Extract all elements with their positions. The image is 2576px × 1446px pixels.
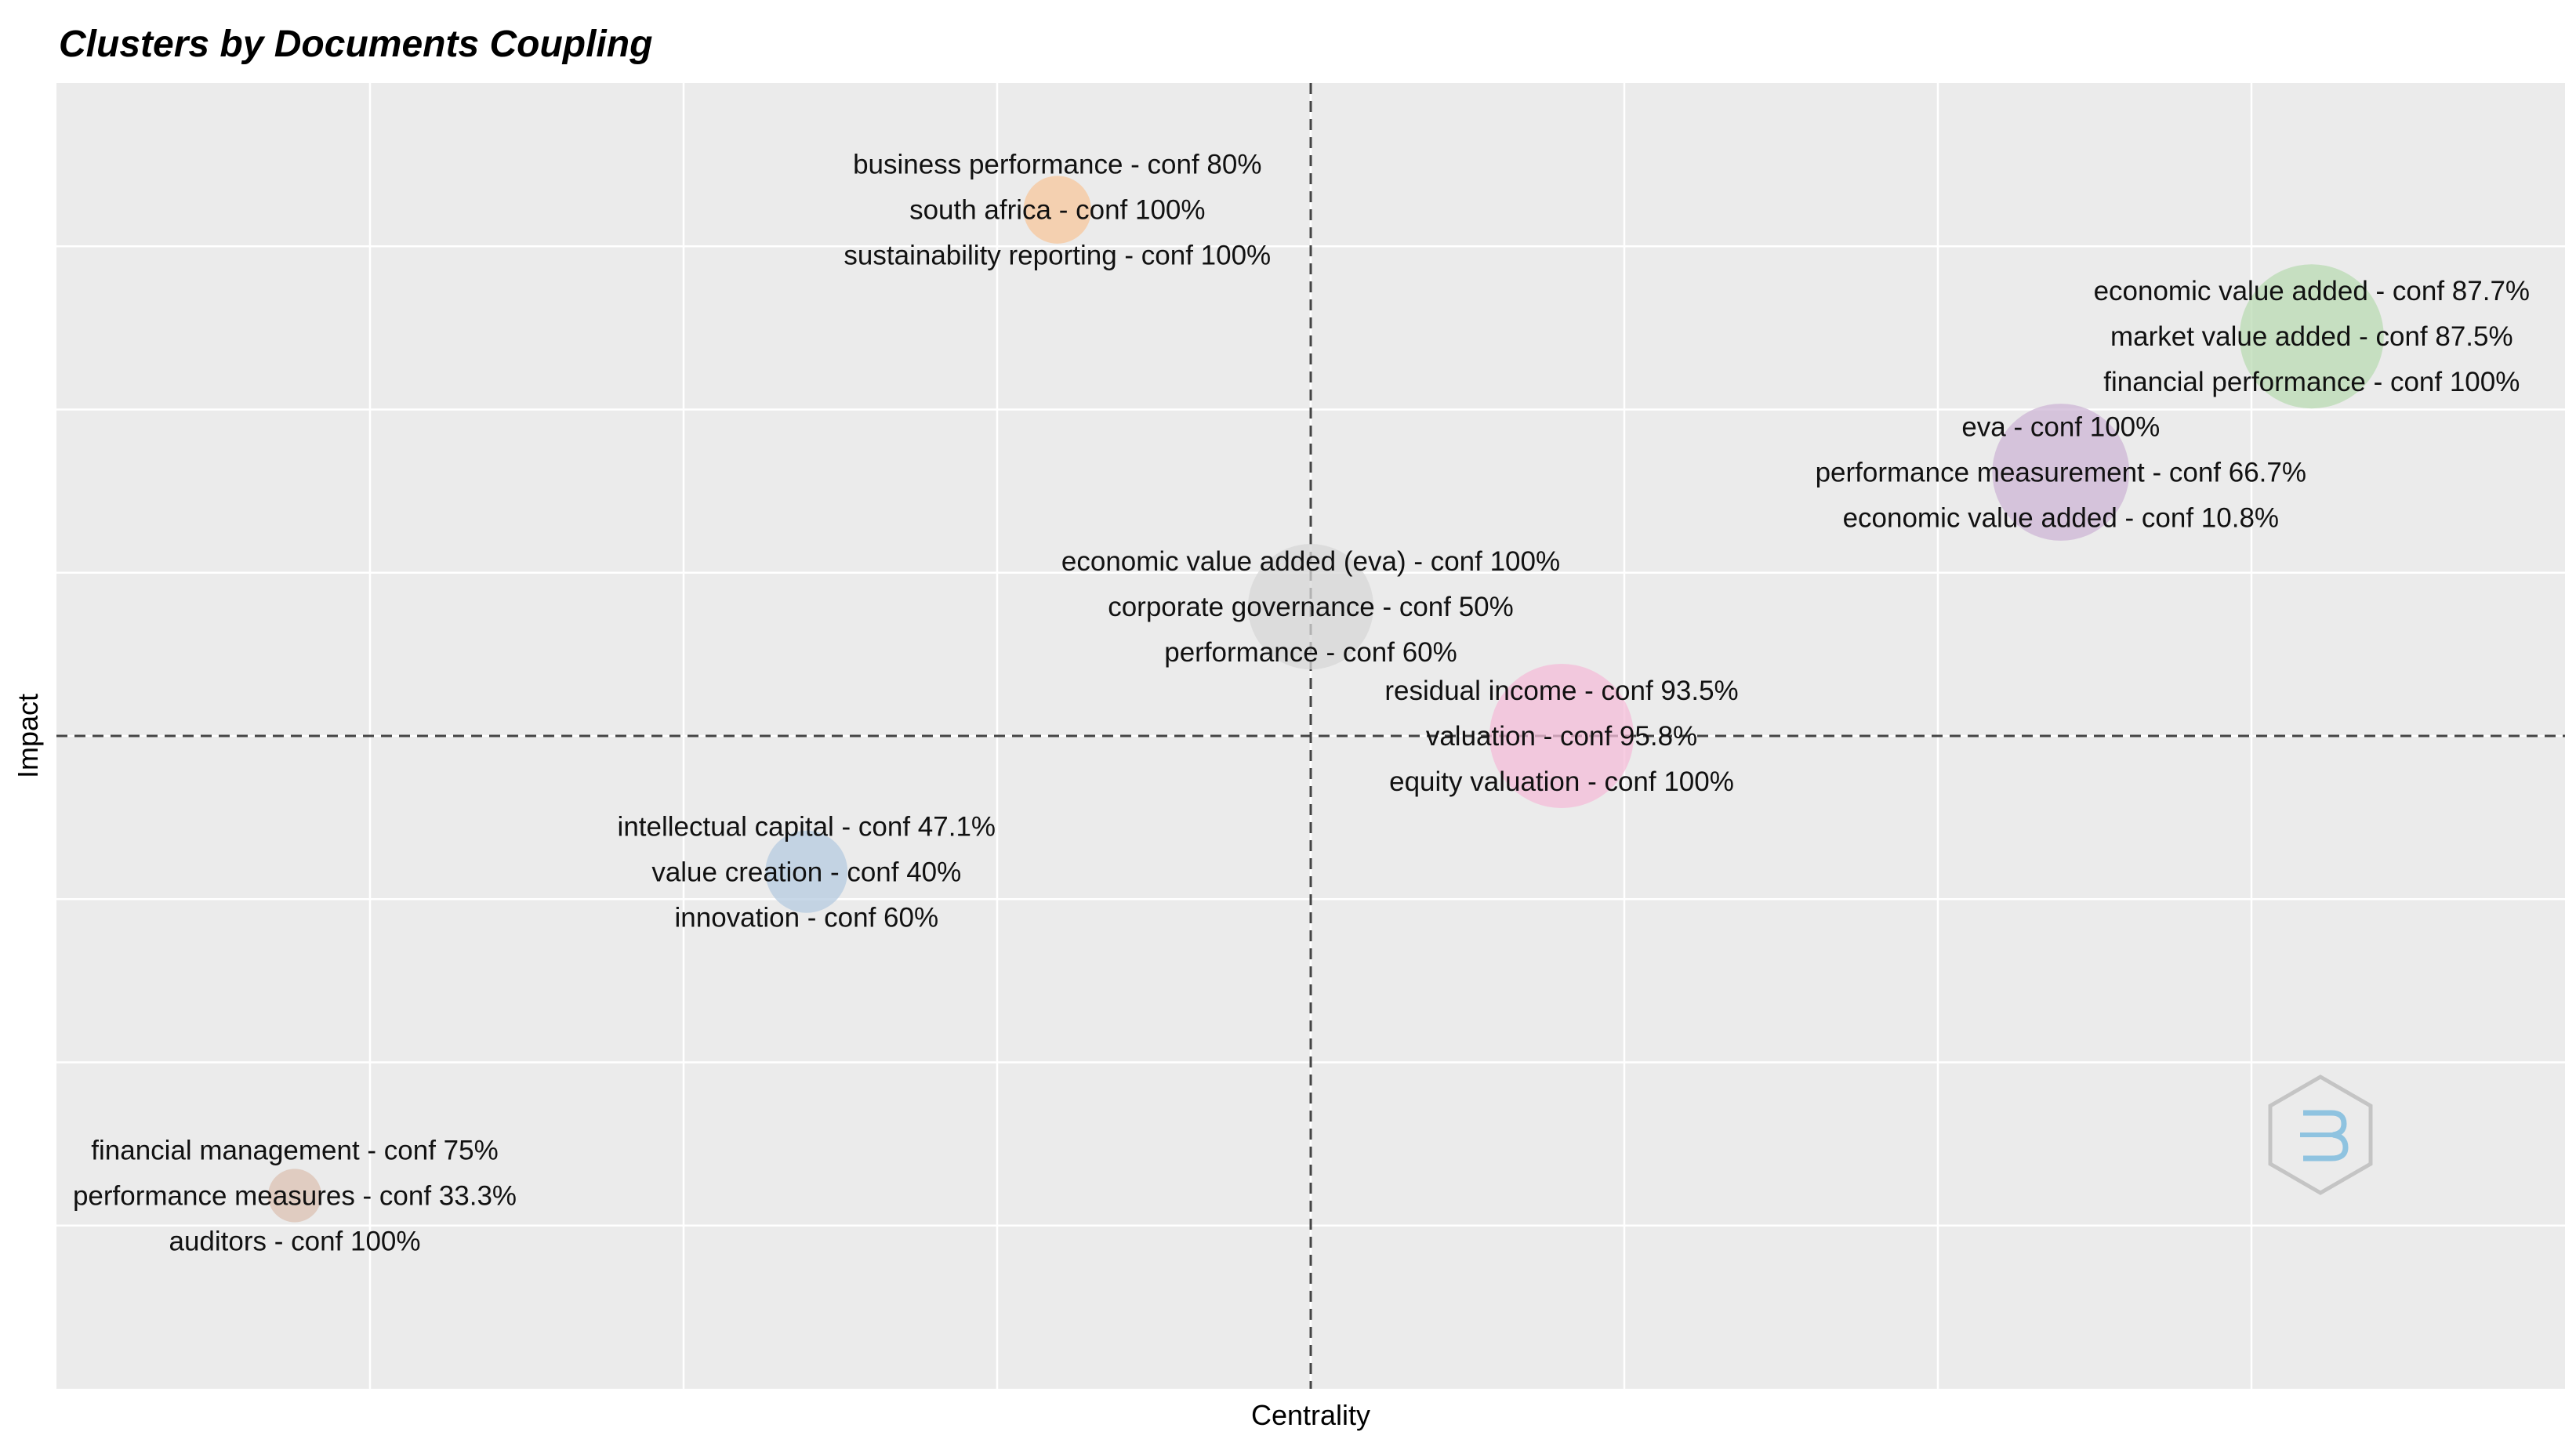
cluster-bubble-7 bbox=[267, 1169, 322, 1223]
cluster-label-7-1: financial management - conf 75% bbox=[91, 1135, 498, 1165]
cluster-label-6-3: innovation - conf 60% bbox=[674, 902, 938, 933]
cluster-bubble-4 bbox=[1247, 544, 1374, 670]
cluster-label-1-1: business performance - conf 80% bbox=[853, 150, 1261, 180]
cluster-label-3-3: economic value added - conf 10.8% bbox=[1843, 502, 2279, 533]
cluster-label-2-3: financial performance - conf 100% bbox=[2103, 367, 2520, 397]
cluster-bubble-3 bbox=[1992, 404, 2130, 541]
cluster-bubble-1 bbox=[1023, 176, 1092, 244]
cluster-labels: business performance - conf 80% south afr… bbox=[73, 150, 2530, 1257]
bibliometrix-logo-icon bbox=[2268, 1075, 2373, 1195]
cluster-label-7-3: auditors - conf 100% bbox=[169, 1226, 420, 1256]
cluster-label-2-1: economic value added - conf 87.7% bbox=[2094, 276, 2530, 306]
cluster-label-5-1: residual income - conf 93.5% bbox=[1384, 676, 1738, 706]
cluster-label-4-1: economic value added (eva) - conf 100% bbox=[1061, 546, 1560, 577]
cluster-label-5-2: valuation - conf 95.8% bbox=[1426, 721, 1697, 752]
cluster-bubbles bbox=[267, 176, 2384, 1223]
y-axis-label: Impact bbox=[12, 694, 44, 778]
cluster-bubble-5 bbox=[1489, 664, 1634, 808]
cluster-label-4-2: corporate governance - conf 50% bbox=[1108, 592, 1514, 622]
cluster-label-6-2: value creation - conf 40% bbox=[651, 857, 961, 887]
cluster-bubble-6 bbox=[765, 830, 848, 913]
cluster-label-3-2: performance measurement - conf 66.7% bbox=[1816, 457, 2306, 487]
chart-title: Clusters by Documents Coupling bbox=[59, 24, 652, 65]
x-axis-label: Centrality bbox=[1251, 1399, 1370, 1431]
cluster-label-2-2: market value added - conf 87.5% bbox=[2110, 321, 2513, 352]
cluster-label-6-1: intellectual capital - conf 47.1% bbox=[618, 811, 996, 842]
cluster-label-1-3: sustainability reporting - conf 100% bbox=[844, 241, 1271, 271]
reference-lines bbox=[56, 83, 2565, 1389]
cluster-label-3-1: eva - conf 100% bbox=[1961, 411, 2160, 442]
cluster-label-4-3: performance - conf 60% bbox=[1164, 637, 1457, 668]
cluster-bubble-2 bbox=[2239, 264, 2384, 409]
cluster-label-1-2: south africa - conf 100% bbox=[909, 195, 1205, 226]
cluster-label-7-2: performance measures - conf 33.3% bbox=[73, 1180, 517, 1211]
cluster-label-5-3: equity valuation - conf 100% bbox=[1389, 766, 1734, 797]
